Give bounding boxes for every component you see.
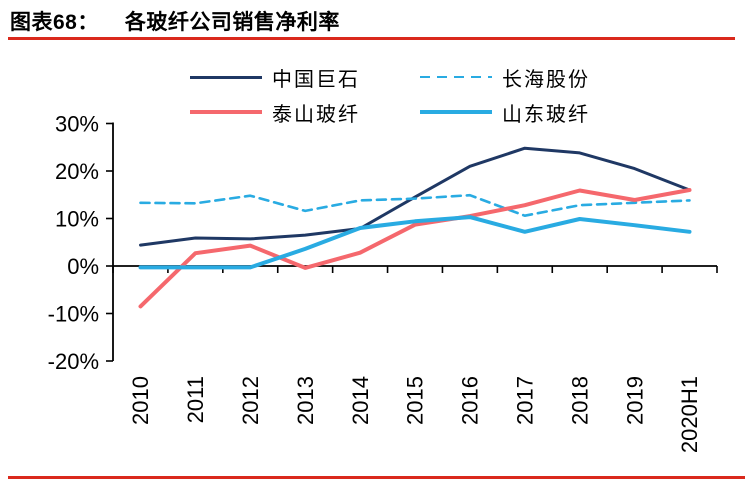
series-line-1	[139, 193, 691, 217]
legend-line-sample-dashed-blue	[420, 75, 492, 79]
legend-line-sample-solid-red	[190, 110, 262, 114]
x-tick-label: 2018	[567, 376, 592, 425]
x-tick-label: 2015	[403, 376, 428, 425]
y-tick-label: 0%	[67, 254, 99, 279]
y-tick-label: 20%	[55, 159, 99, 184]
x-tick-label: 2011	[183, 376, 208, 423]
x-tick-label: 2014	[348, 376, 373, 425]
x-tick-label: 2020H1	[677, 376, 702, 453]
x-tick-label: 2012	[238, 376, 263, 425]
bottom-rule	[8, 476, 745, 479]
figure-title: 各玻纤公司销售净利率	[124, 11, 340, 34]
legend-label: 山东玻纤	[502, 103, 590, 126]
legend-line-sample-solid-blue	[420, 110, 492, 114]
y-tick-label: 30%	[55, 112, 99, 137]
legend-item-zhongguo-jushi: 中国巨石	[190, 66, 420, 91]
y-axis-ticks-labels: 30% 20% 10% 0% -10% -20%	[48, 112, 113, 374]
legend-label: 长海股份	[502, 68, 590, 91]
x-tick-label: 2010	[128, 376, 153, 425]
y-tick-label: 10%	[55, 207, 99, 232]
figure-label: 图表68：	[10, 11, 99, 34]
x-axis-labels: 2010 2011 2012 2013 2014 2015 2016 2017 2018 2019…	[128, 376, 702, 453]
legend-item-changhai-gufen: 长海股份	[420, 66, 590, 91]
x-tick-label: 2016	[458, 376, 483, 425]
legend-label: 中国巨石	[272, 68, 360, 91]
x-tick-label: 2019	[622, 376, 647, 425]
axes	[112, 122, 717, 361]
legend-item-shandong-boxian: 山东玻纤	[420, 101, 590, 126]
title-underline-rule	[8, 37, 735, 40]
legend-label: 泰山玻纤	[272, 103, 360, 126]
y-tick-label: -20%	[48, 349, 99, 374]
series-line-0	[139, 146, 691, 247]
chart-legend: 中国巨石 长海股份 泰山玻纤 山东玻纤	[190, 66, 590, 126]
x-tick-label: 2013	[293, 376, 318, 425]
figure-title-row: 图表68： 各玻纤公司销售净利率	[10, 6, 340, 36]
y-tick-label: -10%	[48, 302, 99, 327]
x-tick-label: 2017	[513, 376, 538, 425]
legend-line-sample-solid-navy	[190, 75, 262, 79]
series-line-2	[138, 188, 692, 309]
series-line-3	[138, 215, 692, 270]
legend-item-taishan-boxian: 泰山玻纤	[190, 101, 420, 126]
